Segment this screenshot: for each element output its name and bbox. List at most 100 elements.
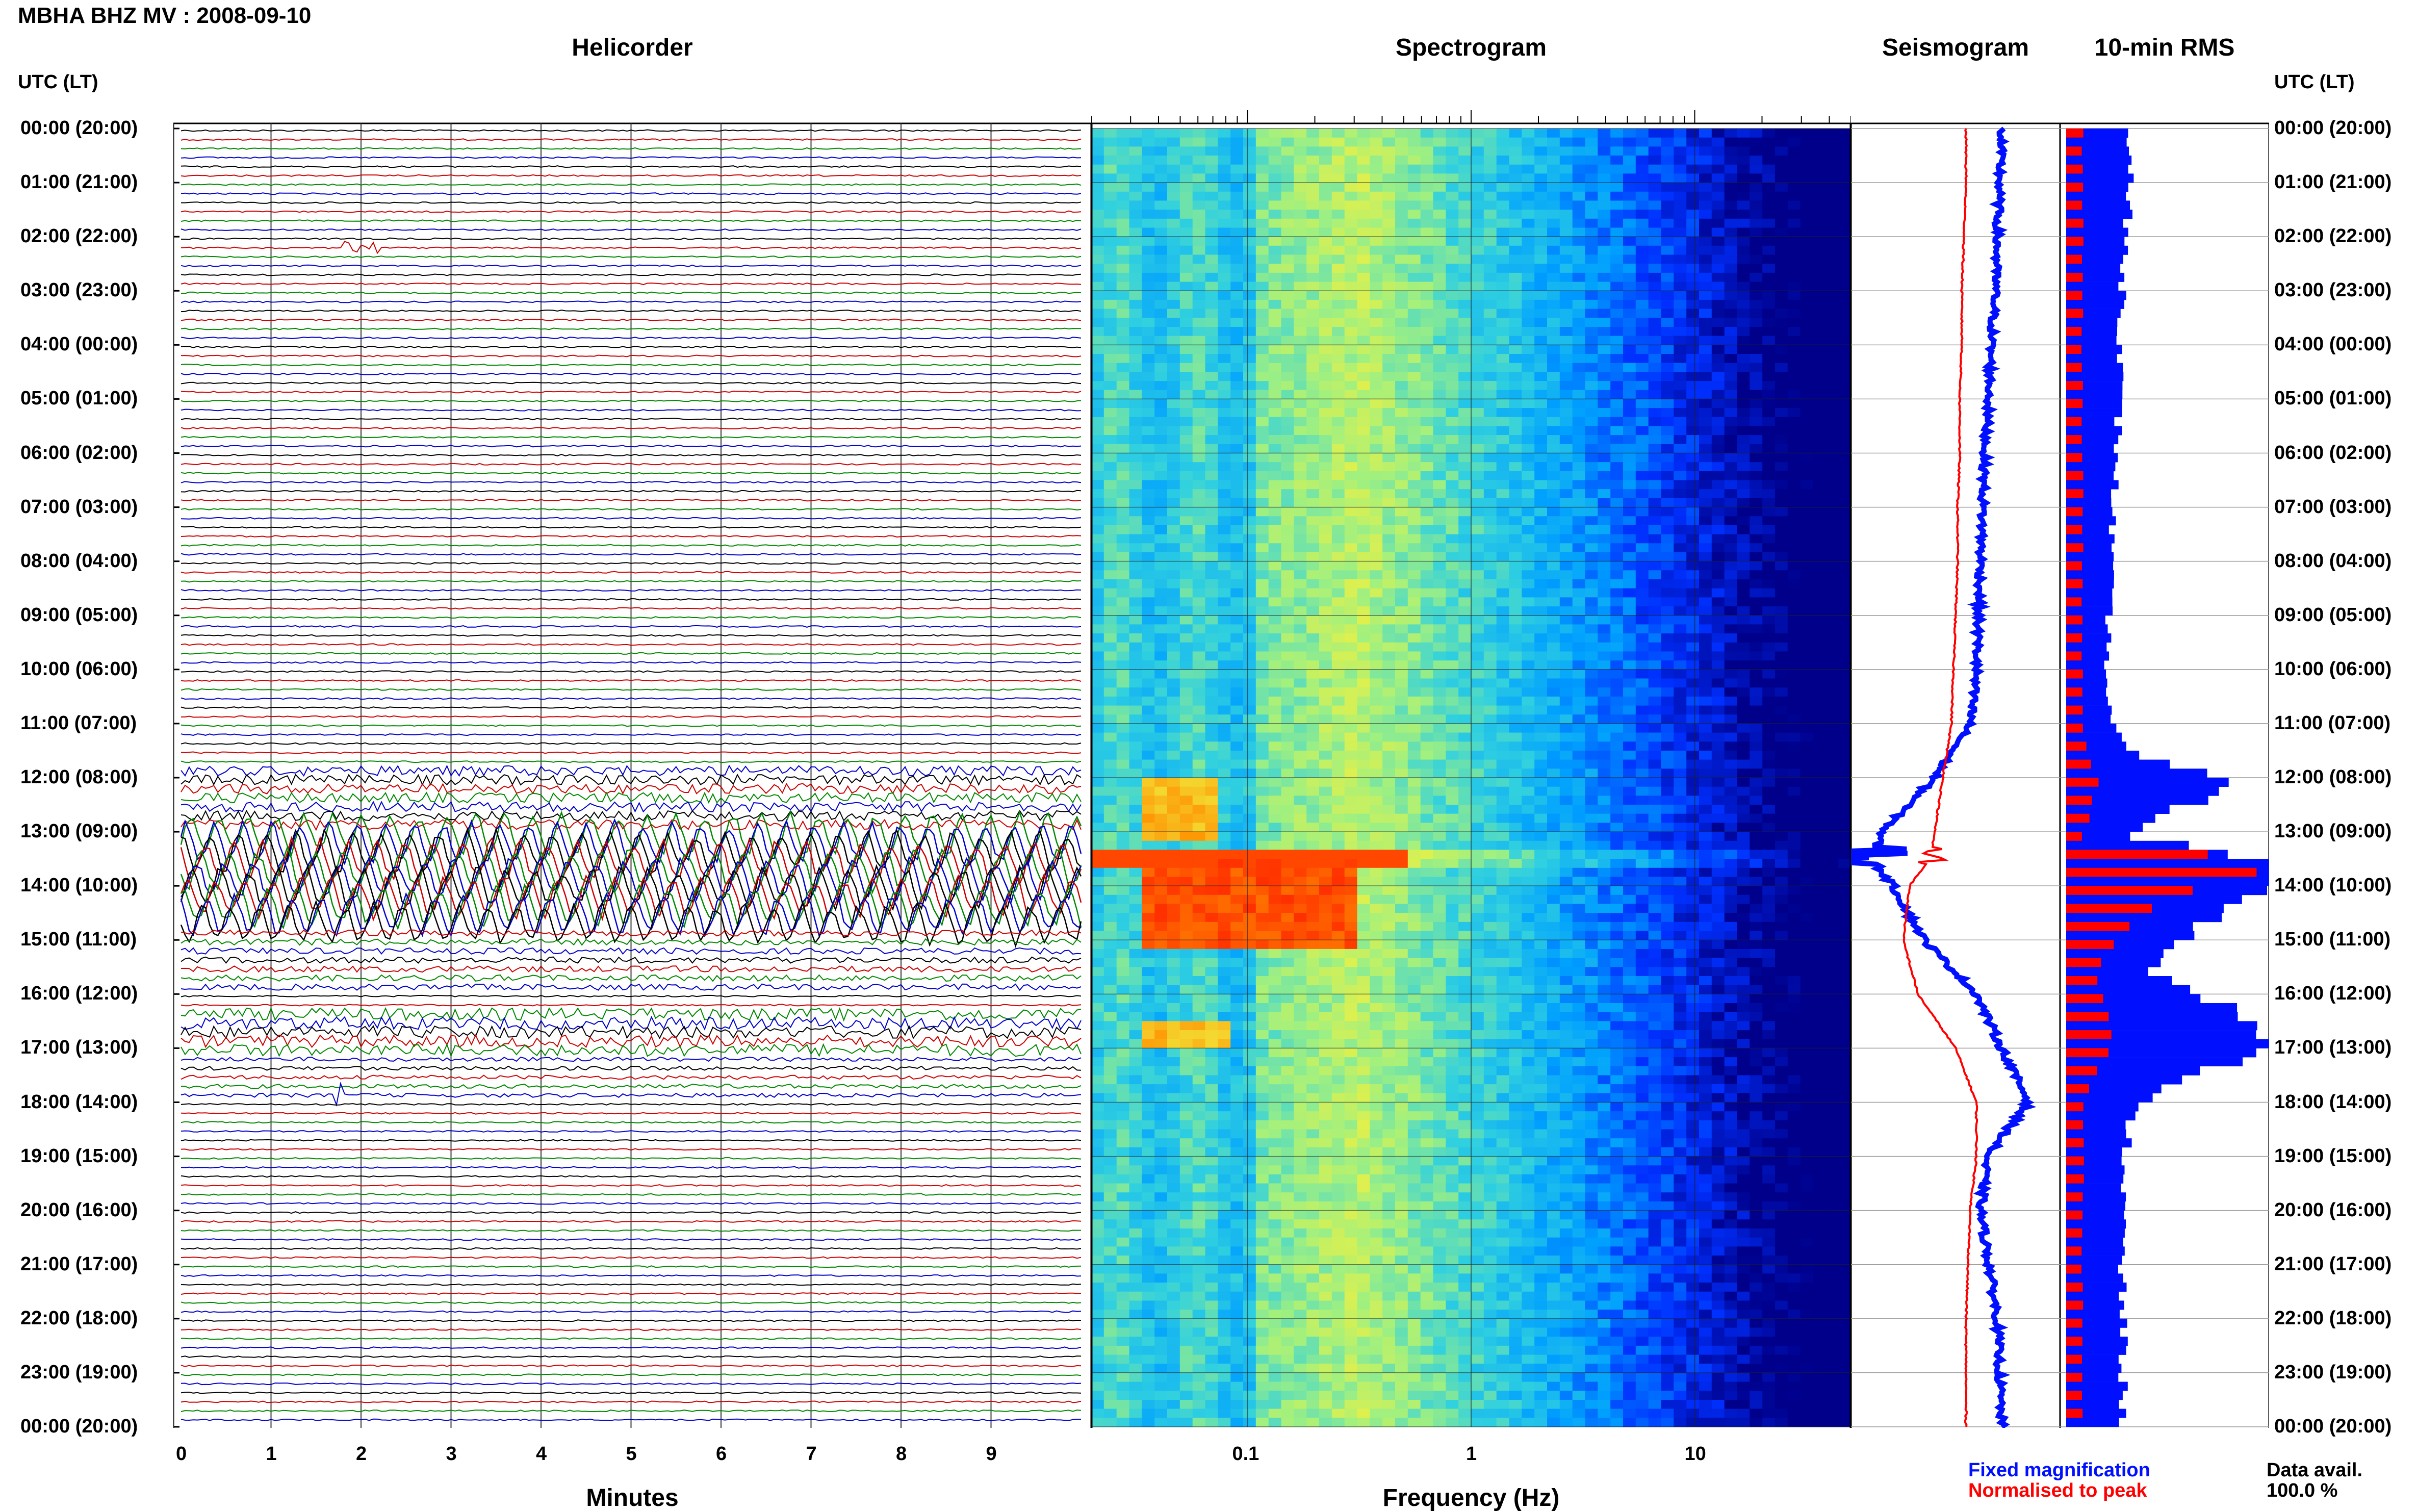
spectrogram-cell bbox=[1408, 435, 1421, 444]
spectrogram-cell bbox=[1712, 183, 1725, 192]
spectrogram-cell bbox=[1091, 381, 1104, 390]
spectrogram-cell bbox=[1636, 390, 1649, 399]
spectrogram-cell bbox=[1547, 408, 1560, 417]
spectrogram-cell bbox=[1319, 282, 1332, 291]
spectrogram-cell bbox=[1382, 210, 1395, 219]
spectrogram-cell bbox=[1699, 318, 1712, 327]
spectrogram-cell bbox=[1345, 724, 1357, 733]
spectrogram-cell bbox=[1573, 643, 1585, 652]
spectrogram-cell bbox=[1497, 354, 1509, 363]
spectrogram-cell bbox=[1091, 210, 1104, 219]
spectrogram-cell bbox=[1623, 318, 1636, 327]
spectrogram-cell bbox=[1281, 192, 1294, 201]
spectrogram-cell bbox=[1560, 670, 1573, 679]
spectrogram-cell bbox=[1623, 372, 1636, 381]
spectrogram-cell bbox=[1370, 173, 1382, 183]
spectrogram-cell bbox=[1458, 300, 1471, 309]
spectrogram-cell bbox=[1382, 768, 1395, 778]
spectrogram-cell bbox=[1598, 300, 1610, 309]
spectrogram-cell bbox=[1699, 210, 1712, 219]
spectrogram-cell bbox=[1534, 760, 1547, 769]
spectrogram-cell bbox=[1269, 309, 1281, 318]
spectrogram-cell bbox=[1522, 480, 1534, 490]
spectrogram-cell bbox=[1180, 417, 1193, 426]
spectrogram-cell bbox=[1471, 219, 1484, 228]
spectrogram-cell bbox=[1230, 327, 1243, 336]
spectrogram-cell bbox=[1762, 246, 1775, 255]
spectrogram-cell bbox=[1573, 219, 1585, 228]
spectrogram-cell bbox=[1573, 498, 1585, 507]
spectrogram-cell bbox=[1091, 534, 1104, 544]
spectrogram-cell bbox=[1610, 462, 1623, 471]
spectrogram-cell bbox=[1686, 724, 1699, 733]
spectrogram-cell bbox=[1712, 273, 1725, 282]
spectrogram-cell bbox=[1243, 534, 1256, 544]
spectrogram-cell bbox=[1674, 697, 1686, 706]
spectrogram-cell bbox=[1357, 805, 1370, 814]
spectrogram-cell bbox=[1370, 165, 1382, 174]
spectrogram-cell bbox=[1598, 318, 1610, 327]
spectrogram-cell bbox=[1408, 200, 1421, 210]
spectrogram-cell bbox=[1104, 606, 1117, 616]
spectrogram-cell bbox=[1395, 832, 1408, 841]
spectrogram-cell bbox=[1610, 264, 1623, 273]
spectrogram-cell bbox=[1142, 165, 1154, 174]
spectrogram-cell bbox=[1421, 724, 1433, 733]
spectrogram-cell bbox=[1319, 390, 1332, 399]
spectrogram-cell bbox=[1433, 129, 1446, 138]
spectrogram-cell bbox=[1649, 381, 1661, 390]
spectrogram-cell bbox=[1205, 138, 1218, 147]
spectrogram-cell bbox=[1154, 805, 1167, 814]
spectrogram-cell bbox=[1838, 417, 1851, 426]
spectrogram-cell bbox=[1725, 714, 1737, 724]
spectrogram-cell bbox=[1458, 778, 1471, 787]
spectrogram-cell bbox=[1484, 273, 1497, 282]
spectrogram-cell bbox=[1281, 282, 1294, 291]
spectrogram-cell bbox=[1243, 760, 1256, 769]
spectrogram-cell bbox=[1306, 832, 1319, 841]
spectrogram-cell bbox=[1281, 165, 1294, 174]
spectrogram-cell bbox=[1243, 597, 1256, 606]
spectrogram-cell bbox=[1484, 138, 1497, 147]
spectrogram-cell bbox=[1484, 372, 1497, 381]
spectrogram-cell bbox=[1193, 823, 1205, 832]
left-time-axis-label: UTC (LT) bbox=[18, 71, 98, 93]
spectrogram-cell bbox=[1167, 453, 1180, 463]
spectrogram-cell bbox=[1471, 345, 1484, 354]
spectrogram-cell bbox=[1813, 200, 1826, 210]
spectrogram-cell bbox=[1547, 796, 1560, 805]
spectrogram-cell bbox=[1117, 372, 1129, 381]
spectrogram-cell bbox=[1775, 210, 1788, 219]
spectrogram-cell bbox=[1775, 741, 1788, 751]
spectrogram-cell bbox=[1813, 543, 1826, 552]
spectrogram-cell bbox=[1598, 471, 1610, 480]
spectrogram-cell bbox=[1825, 624, 1838, 633]
spectrogram-cell bbox=[1281, 173, 1294, 183]
spectrogram-cell bbox=[1636, 228, 1649, 237]
spectrogram-cell bbox=[1129, 760, 1142, 769]
spectrogram-cell bbox=[1623, 633, 1636, 643]
spectrogram-cell bbox=[1091, 741, 1104, 751]
spectrogram-cell bbox=[1825, 670, 1838, 679]
spectrogram-cell bbox=[1838, 453, 1851, 463]
spectrogram-cell bbox=[1319, 354, 1332, 363]
spectrogram-cell bbox=[1091, 796, 1104, 805]
spectrogram-cell bbox=[1332, 228, 1345, 237]
spectrogram-cell bbox=[1319, 489, 1332, 498]
spectrogram-cell bbox=[1104, 660, 1117, 670]
spectrogram-cell bbox=[1269, 778, 1281, 787]
spectrogram-cell bbox=[1357, 768, 1370, 778]
spectrogram-cell bbox=[1357, 146, 1370, 156]
spectrogram-cell bbox=[1382, 724, 1395, 733]
spectrogram-cell bbox=[1281, 273, 1294, 282]
spectrogram-cell bbox=[1560, 552, 1573, 561]
right-time-tick-label: 01:00 (21:00) bbox=[2274, 171, 2392, 193]
spectrogram-cell bbox=[1104, 453, 1117, 463]
spectrogram-cell bbox=[1725, 435, 1737, 444]
spectrogram-cell bbox=[1649, 733, 1661, 742]
spectrogram-cell bbox=[1332, 570, 1345, 579]
spectrogram-cell bbox=[1547, 597, 1560, 606]
spectrogram-cell bbox=[1395, 264, 1408, 273]
spectrogram-cell bbox=[1636, 525, 1649, 534]
spectrogram-cell bbox=[1825, 543, 1838, 552]
